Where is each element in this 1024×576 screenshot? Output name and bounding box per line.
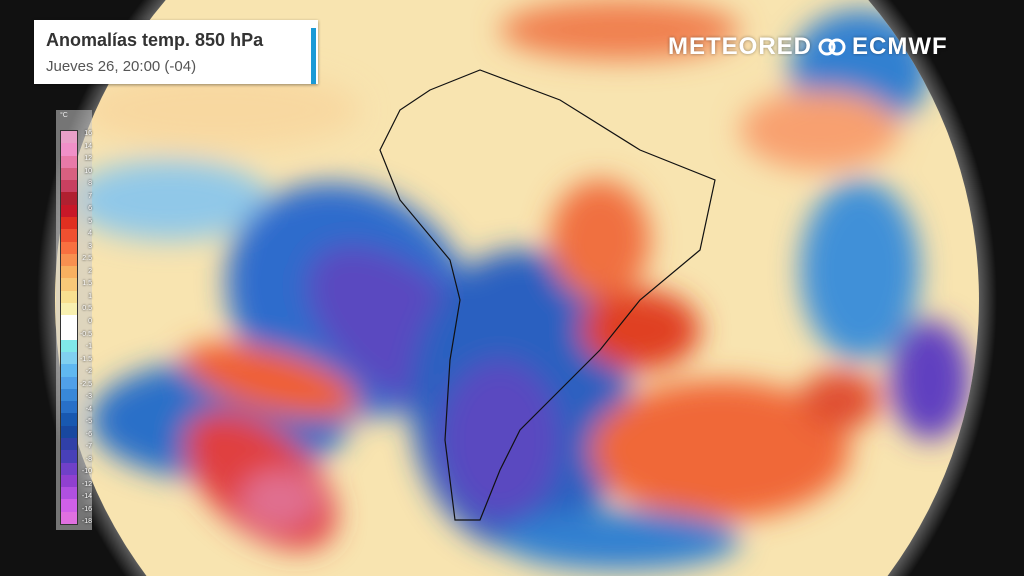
legend-label: 10 (84, 167, 92, 175)
legend-swatch (61, 327, 77, 340)
legend-swatches (60, 130, 78, 525)
map-title: Anomalías temp. 850 hPa (46, 30, 264, 50)
legend-swatch (61, 155, 77, 168)
legend-swatch (61, 143, 77, 156)
legend-swatch (61, 401, 77, 414)
legend-swatch (61, 290, 77, 303)
legend-label: 4 (88, 230, 92, 238)
legend-swatch (61, 474, 77, 488)
legend-label: -18 (81, 518, 92, 526)
legend-swatch (61, 413, 77, 426)
legend-label: -8 (85, 455, 92, 463)
legend-unit: °C (60, 112, 68, 119)
legend-swatch (61, 192, 77, 205)
legend-swatch (61, 216, 77, 230)
legend-swatch (61, 204, 77, 217)
legend-swatch (61, 462, 77, 475)
legend-label: -6 (85, 430, 92, 438)
legend-swatch (61, 266, 77, 279)
accent-bar (311, 28, 316, 84)
legend-swatch (61, 241, 77, 254)
brand-logos: METEORED ECMWF (668, 33, 948, 61)
legend-swatch (61, 131, 77, 144)
legend-label: -4 (85, 405, 92, 413)
legend-label: 6 (88, 205, 92, 213)
legend-swatch (61, 388, 77, 402)
legend-label: 2.5 (82, 255, 92, 263)
south-america-outline (379, 69, 716, 521)
legend-label: 3 (88, 242, 92, 250)
legend-label: -0.5 (79, 330, 92, 338)
legend-label: -2.5 (79, 380, 92, 388)
legend-labels: 16 14 12 10 8 7 6 5 4 3 2.5 2 1.5 1 0.5 0 -0.5 -1 -1.5 -2 -2… (79, 124, 92, 525)
legend-label: 5 (88, 217, 92, 225)
legend-swatch (61, 253, 77, 267)
legend-label: 7 (88, 192, 92, 200)
title-box: Anomalías temp. 850 hPa Jueves 26, 20:00… (34, 20, 318, 84)
legend-swatch (61, 499, 77, 512)
legend-swatch (61, 364, 77, 377)
legend-swatch (61, 180, 77, 193)
legend-label: 8 (88, 180, 92, 188)
legend-swatch (61, 167, 77, 181)
legend-label: 14 (84, 142, 92, 150)
legend-label: -1 (85, 343, 92, 351)
legend-label: -14 (81, 493, 92, 501)
legend-swatch (61, 376, 77, 389)
legend-label: -3 (85, 393, 92, 401)
legend-label: 12 (84, 155, 92, 163)
meteored-logo: METEORED (668, 33, 813, 60)
legend-swatch (61, 352, 77, 365)
legend-swatch (61, 425, 77, 439)
legend-label: 16 (84, 130, 92, 137)
legend-swatch (61, 450, 77, 463)
ecmwf-logo: ECMWF (852, 33, 948, 60)
legend-label: -5 (85, 418, 92, 426)
legend-label: -16 (81, 505, 92, 513)
map-subtitle: Jueves 26, 20:00 (-04) (46, 58, 197, 75)
legend-swatch (61, 438, 77, 451)
legend-label: -2 (85, 368, 92, 376)
legend-label: -10 (81, 468, 92, 476)
legend-swatch (61, 339, 77, 353)
legend-label: 0 (88, 317, 92, 325)
legend-label: 1.5 (82, 280, 92, 288)
legend-swatch (61, 302, 77, 316)
legend-label: 1 (88, 292, 92, 300)
legend-swatch (61, 229, 77, 242)
legend-label: -7 (85, 443, 92, 451)
legend-swatch (61, 487, 77, 500)
legend-label: 0.5 (82, 305, 92, 313)
legend-swatch (61, 278, 77, 291)
color-legend: °C 16 14 12 10 8 7 6 5 4 3 2.5 2 1.5 1 0.5 0 -0.5 -1 -1.5 -… (56, 110, 92, 530)
legend-swatch (61, 315, 77, 328)
legend-label: -12 (81, 480, 92, 488)
legend-label: 2 (88, 267, 92, 275)
legend-label: -1.5 (79, 355, 92, 363)
ecmwf-logo-icon (818, 38, 846, 56)
legend-swatch (61, 511, 77, 524)
